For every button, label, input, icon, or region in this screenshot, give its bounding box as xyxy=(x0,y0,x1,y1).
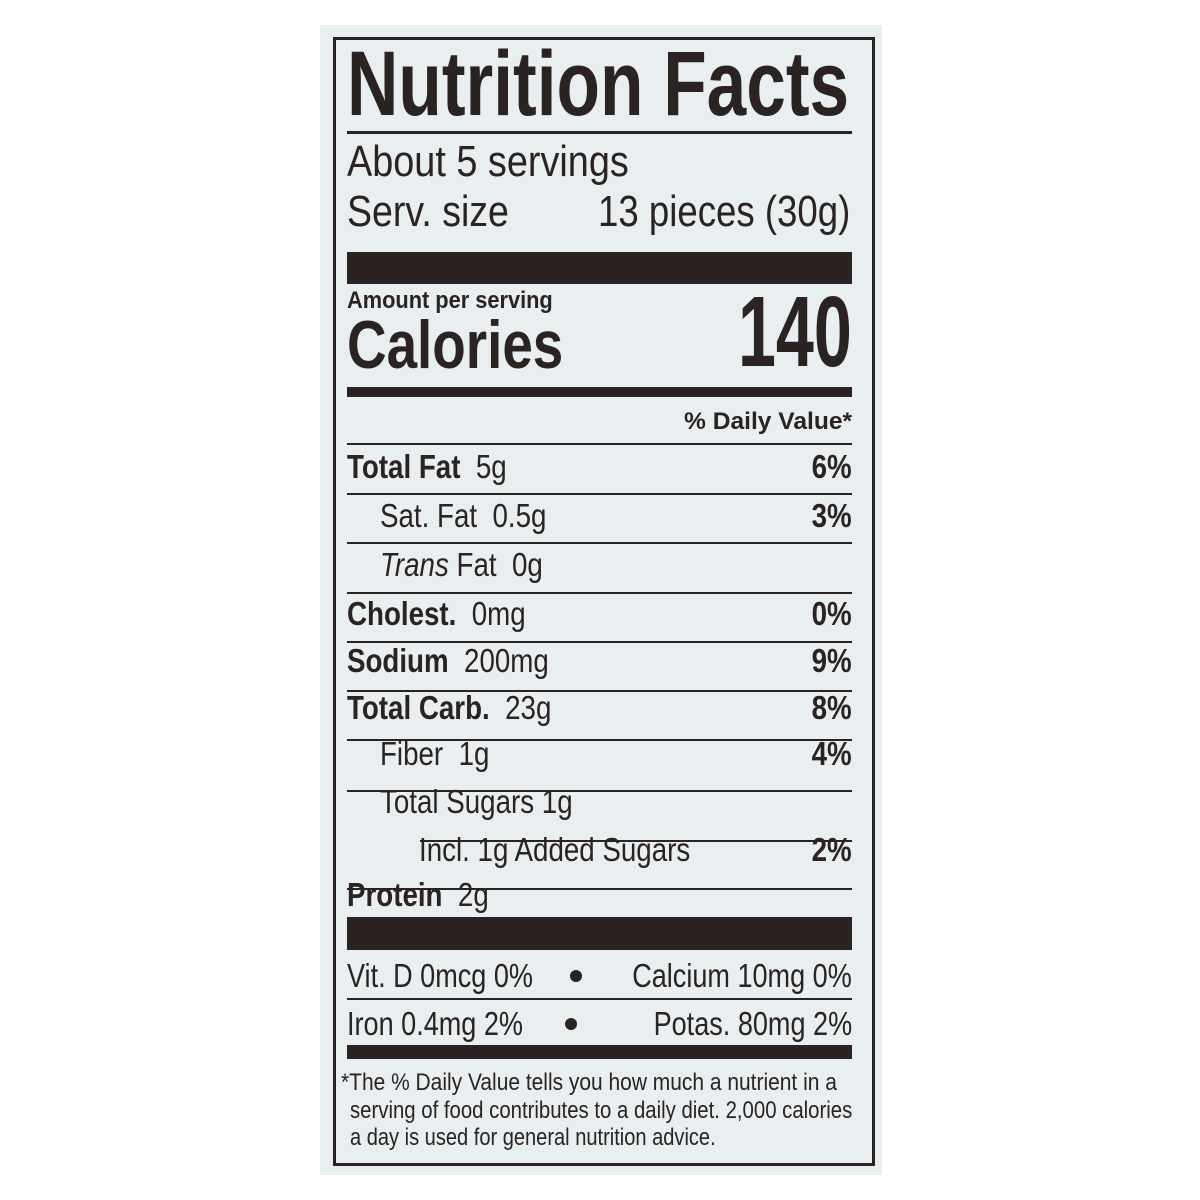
dv-value: 8% xyxy=(811,689,852,726)
divider xyxy=(347,592,852,594)
thick-bar xyxy=(347,917,852,950)
dv-value: 0% xyxy=(811,595,852,632)
dv-value: 4% xyxy=(811,735,852,772)
divider xyxy=(347,641,852,643)
title: Nutrition Facts xyxy=(347,38,996,130)
daily-value-header-text: % Daily Value* xyxy=(683,408,852,435)
footnote-line: a day is used for general nutrition advi… xyxy=(350,1124,716,1151)
potassium: Potas. 80mg 2% xyxy=(653,1005,852,1042)
nutrient-row-cholesterol: Cholest. 0mg 0% xyxy=(347,595,852,632)
servings-text: About 5 servings xyxy=(347,137,629,186)
divider xyxy=(347,790,852,792)
divider xyxy=(347,443,852,445)
divider xyxy=(420,840,852,842)
title-text: Nutrition Facts xyxy=(347,33,850,135)
nutrient-row-total-fat: Total Fat 5g 6% xyxy=(347,448,852,485)
thick-divider xyxy=(347,387,852,397)
dv-value: 2% xyxy=(811,831,852,868)
divider xyxy=(347,998,852,1000)
label-panel xyxy=(320,25,882,1175)
vitamin-row-1: Vit. D 0mcg 0% Calcium 10mg 0% xyxy=(347,952,852,1000)
vitamin-row-2: Iron 0.4mg 2% Potas. 80mg 2% xyxy=(347,1000,852,1048)
divider xyxy=(347,542,852,544)
nutrition-facts-border xyxy=(333,37,875,1166)
amount-per-serving: Amount per serving xyxy=(347,288,574,314)
thick-bar xyxy=(347,252,852,284)
nutrient-row-total-sugars: Total Sugars 1g xyxy=(380,783,573,820)
divider xyxy=(347,888,852,890)
vitamin-d: Vit. D 0mcg 0% xyxy=(347,957,533,994)
iron: Iron 0.4mg 2% xyxy=(347,1005,523,1042)
calories-label: Calories xyxy=(347,310,615,380)
servings: About 5 servings xyxy=(347,138,675,186)
dv-value: 9% xyxy=(811,642,852,679)
divider xyxy=(347,690,852,692)
footnote: *The % Daily Value tells you how much a … xyxy=(341,1069,942,1152)
footnote-line: *The % Daily Value tells you how much a … xyxy=(341,1069,837,1096)
amount-per-serving-text: Amount per serving xyxy=(347,287,553,314)
nutrient-row-sat-fat: Sat. Fat 0.5g 3% xyxy=(380,497,852,534)
thick-divider xyxy=(347,1045,852,1059)
bullet-icon xyxy=(564,1018,577,1030)
divider xyxy=(347,493,852,495)
nutrient-row-trans-fat: Trans Fat 0g xyxy=(380,546,543,583)
calories-value-text: 140 xyxy=(738,276,852,388)
bullet-icon xyxy=(570,970,583,982)
serving-size-label: Serv. size xyxy=(347,188,537,236)
calcium: Calcium 10mg 0% xyxy=(632,957,852,994)
nutrient-row-total-carb: Total Carb. 23g 8% xyxy=(347,689,852,726)
divider xyxy=(347,131,852,134)
calories-value: 140 xyxy=(685,282,852,382)
footnote-line: serving of food contributes to a daily d… xyxy=(350,1096,853,1124)
serving-size-value: 13 pieces (30g) xyxy=(547,188,850,236)
nutrient-row-sodium: Sodium 200mg 9% xyxy=(347,642,852,679)
calories-label-text: Calories xyxy=(347,307,564,383)
nutrient-row-fiber: Fiber 1g 4% xyxy=(380,735,852,772)
serving-size-label-text: Serv. size xyxy=(347,187,509,236)
dv-value: 3% xyxy=(811,497,852,534)
serving-size-value-text: 13 pieces (30g) xyxy=(597,187,850,236)
divider xyxy=(347,739,852,741)
nutrient-row-protein: Protein 2g xyxy=(347,876,489,913)
dv-value: 6% xyxy=(811,448,852,485)
nutrient-row-added-sugars: Incl. 1g Added Sugars 2% xyxy=(419,831,852,868)
daily-value-header: % Daily Value* xyxy=(684,408,852,436)
